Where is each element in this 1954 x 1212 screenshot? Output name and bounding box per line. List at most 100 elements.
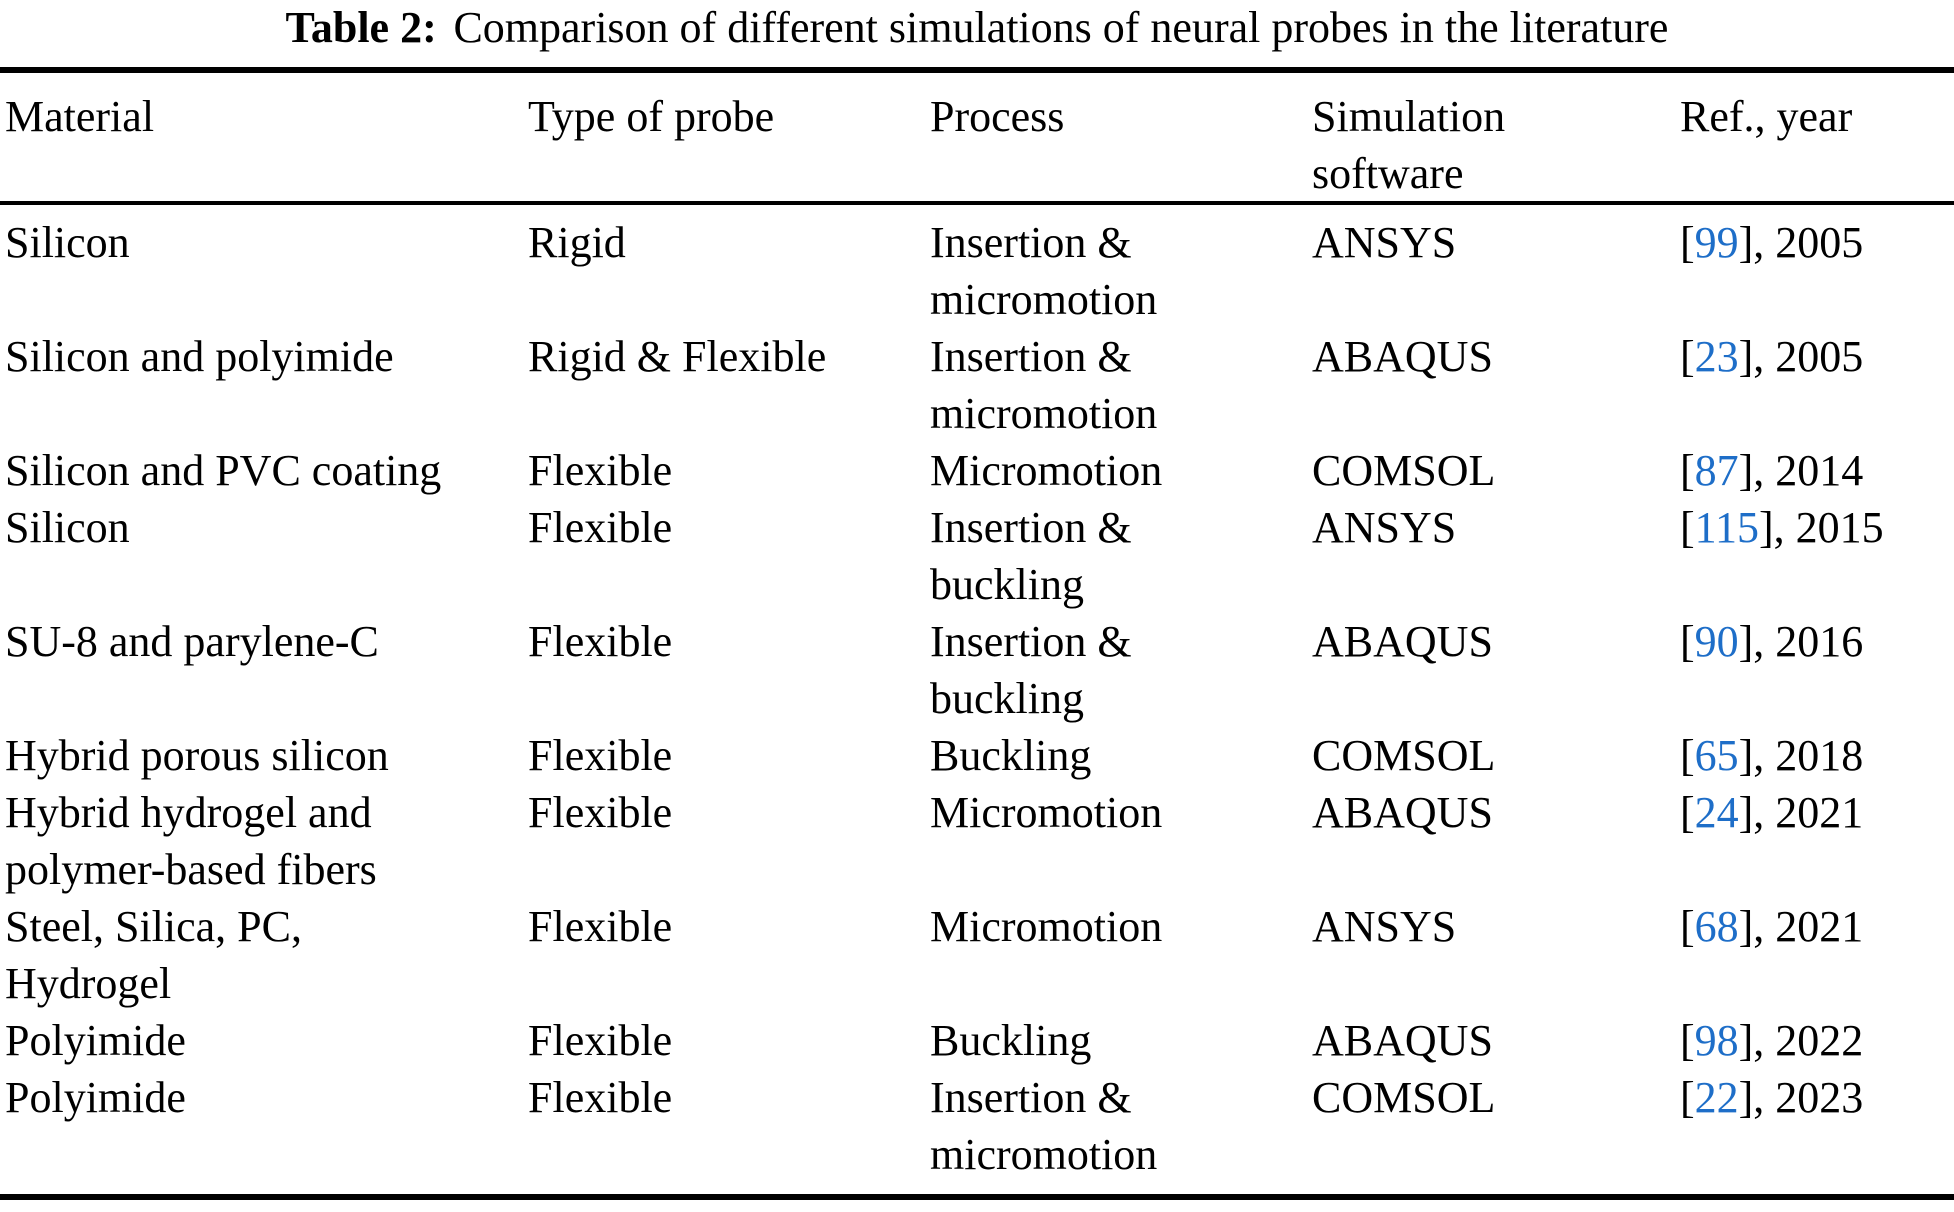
cell-software: COMSOL xyxy=(1312,1073,1496,1122)
ref-bracket: [ xyxy=(1680,332,1695,381)
cell-type: Rigid xyxy=(528,218,626,267)
cell-ref: [24], 2021 xyxy=(1680,784,1954,898)
ref-year: ], 2005 xyxy=(1738,332,1864,381)
table-row: Steel, Silica, PC, Hydrogel Flexible Mic… xyxy=(0,898,1954,1012)
cell-material: Steel, Silica, PC, Hydrogel xyxy=(5,902,302,1008)
cell-material: Silicon xyxy=(5,503,130,552)
cell-type: Flexible xyxy=(528,902,673,951)
citation-link[interactable]: 98 xyxy=(1694,1016,1739,1065)
ref-year: ], 2016 xyxy=(1738,617,1864,666)
cell-software: ABAQUS xyxy=(1312,1016,1493,1065)
table-top-rule xyxy=(0,67,1954,73)
cell-material: Hybrid porous silicon xyxy=(5,731,389,780)
cell-software: ANSYS xyxy=(1312,902,1457,951)
cell-type: Rigid & Flexible xyxy=(528,332,827,381)
cell-ref: [22], 2023 xyxy=(1680,1069,1954,1183)
table-row: Hybrid porous silicon Flexible Buckling … xyxy=(0,727,1954,784)
table-header: Material Type of probe Process Simulatio… xyxy=(0,88,1954,202)
ref-bracket: [ xyxy=(1680,1016,1695,1065)
cell-process: Buckling xyxy=(930,731,1092,780)
cell-material: Silicon xyxy=(5,218,130,267)
citation-link[interactable]: 68 xyxy=(1694,902,1739,951)
cell-process: Buckling xyxy=(930,1016,1092,1065)
header-type-of-probe: Type of probe xyxy=(528,92,775,141)
cell-ref: [115], 2015 xyxy=(1680,499,1954,613)
header-process: Process xyxy=(930,92,1065,141)
ref-bracket: [ xyxy=(1680,446,1695,495)
ref-year: ], 2023 xyxy=(1738,1073,1864,1122)
ref-bracket: [ xyxy=(1680,617,1695,666)
cell-type: Flexible xyxy=(528,731,673,780)
cell-type: Flexible xyxy=(528,1073,673,1122)
citation-link[interactable]: 87 xyxy=(1694,446,1739,495)
table-row: Silicon and PVC coating Flexible Micromo… xyxy=(0,442,1954,499)
cell-ref: [65], 2018 xyxy=(1680,727,1954,784)
table-row: Silicon and polyimide Rigid & Flexible I… xyxy=(0,328,1954,442)
cell-process: Insertion & micromotion xyxy=(930,218,1158,324)
ref-bracket: [ xyxy=(1680,731,1695,780)
cell-ref: [87], 2014 xyxy=(1680,442,1954,499)
cell-process: Micromotion xyxy=(930,902,1163,951)
table-body: Silicon Rigid Insertion & micromotion AN… xyxy=(0,214,1954,1183)
cell-software: ANSYS xyxy=(1312,218,1457,267)
table-row: Polyimide Flexible Buckling ABAQUS [98],… xyxy=(0,1012,1954,1069)
ref-year: ], 2022 xyxy=(1738,1016,1864,1065)
cell-software: ABAQUS xyxy=(1312,332,1493,381)
cell-process: Insertion & micromotion xyxy=(930,332,1158,438)
cell-ref: [68], 2021 xyxy=(1680,898,1954,1012)
ref-bracket: [ xyxy=(1680,503,1695,552)
cell-ref: [23], 2005 xyxy=(1680,328,1954,442)
cell-software: ABAQUS xyxy=(1312,788,1493,837)
cell-ref: [98], 2022 xyxy=(1680,1012,1954,1069)
cell-material: Polyimide xyxy=(5,1016,186,1065)
ref-bracket: [ xyxy=(1680,218,1695,267)
table-caption-label: Table 2: xyxy=(285,3,437,52)
citation-link[interactable]: 24 xyxy=(1694,788,1739,837)
cell-type: Flexible xyxy=(528,446,673,495)
cell-process: Micromotion xyxy=(930,788,1163,837)
ref-bracket: [ xyxy=(1680,788,1695,837)
cell-ref: [90], 2016 xyxy=(1680,613,1954,727)
cell-type: Flexible xyxy=(528,788,673,837)
ref-bracket: [ xyxy=(1680,1073,1695,1122)
cell-process: Insertion & micromotion xyxy=(930,1073,1158,1179)
table-bottom-rule xyxy=(0,1194,1954,1200)
ref-year: ], 2005 xyxy=(1738,218,1864,267)
cell-material: Hybrid hydrogel and polymer-based fibers xyxy=(5,788,377,894)
table-row: Polyimide Flexible Insertion & micromoti… xyxy=(0,1069,1954,1183)
cell-material: Polyimide xyxy=(5,1073,186,1122)
table-caption: Table 2: Comparison of different simulati… xyxy=(0,2,1954,54)
table-caption-text: Comparison of different simulations of n… xyxy=(453,3,1669,52)
ref-year: ], 2021 xyxy=(1738,902,1864,951)
table-row: Silicon Flexible Insertion & buckling AN… xyxy=(0,499,1954,613)
cell-software: COMSOL xyxy=(1312,731,1496,780)
citation-link[interactable]: 23 xyxy=(1694,332,1739,381)
citation-link[interactable]: 22 xyxy=(1694,1073,1739,1122)
citation-link[interactable]: 115 xyxy=(1694,503,1760,552)
cell-type: Flexible xyxy=(528,503,673,552)
cell-material: Silicon and polyimide xyxy=(5,332,394,381)
cell-type: Flexible xyxy=(528,1016,673,1065)
cell-ref: [99], 2005 xyxy=(1680,214,1954,328)
table-header-rule xyxy=(0,201,1954,205)
ref-year: ], 2021 xyxy=(1738,788,1864,837)
cell-material: Silicon and PVC coating xyxy=(5,446,442,495)
table-row: SU-8 and parylene-C Flexible Insertion &… xyxy=(0,613,1954,727)
citation-link[interactable]: 99 xyxy=(1694,218,1739,267)
cell-process: Insertion & buckling xyxy=(930,617,1132,723)
table-header-row: Material Type of probe Process Simulatio… xyxy=(0,88,1954,202)
table-row: Silicon Rigid Insertion & micromotion AN… xyxy=(0,214,1954,328)
cell-process: Insertion & buckling xyxy=(930,503,1132,609)
cell-software: ABAQUS xyxy=(1312,617,1493,666)
cell-software: COMSOL xyxy=(1312,446,1496,495)
cell-type: Flexible xyxy=(528,617,673,666)
header-simulation-software: Simulation software xyxy=(1312,92,1506,198)
ref-year: ], 2014 xyxy=(1738,446,1864,495)
ref-bracket: [ xyxy=(1680,902,1695,951)
citation-link[interactable]: 65 xyxy=(1694,731,1739,780)
header-ref-year: Ref., year xyxy=(1680,92,1853,141)
citation-link[interactable]: 90 xyxy=(1694,617,1739,666)
ref-year: ], 2015 xyxy=(1759,503,1884,552)
cell-material: SU-8 and parylene-C xyxy=(5,617,379,666)
